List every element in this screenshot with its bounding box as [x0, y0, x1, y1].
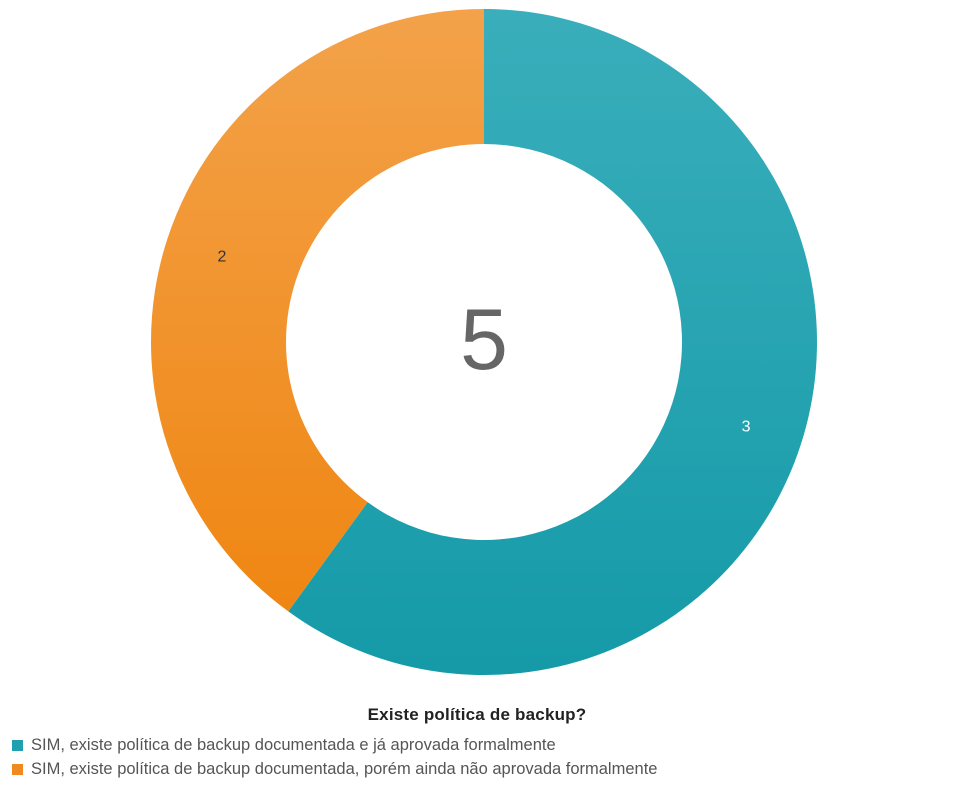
legend-label-0: SIM, existe política de backup documenta… — [31, 735, 556, 754]
slice-value-label-0: 3 — [742, 419, 751, 436]
donut-slice-1 — [150, 9, 484, 612]
legend-list: SIM, existe política de backup documenta… — [0, 733, 954, 781]
slice-value-label-1: 2 — [218, 248, 227, 265]
legend-item-0: SIM, existe política de backup documenta… — [12, 733, 954, 757]
chart-title: Existe política de backup? — [367, 705, 587, 724]
donut-slices — [150, 9, 818, 675]
slice-labels: 32 — [218, 248, 751, 435]
donut-slice-0 — [288, 9, 818, 675]
legend-label-1: SIM, existe política de backup documenta… — [31, 759, 658, 778]
legend-swatch-1 — [12, 763, 23, 775]
center-total-label: 5 — [460, 292, 508, 388]
donut-chart: 32 5 — [150, 9, 818, 675]
legend: Existe política de backup? SIM, existe p… — [0, 705, 954, 781]
legend-item-1: SIM, existe política de backup documenta… — [12, 757, 954, 781]
legend-swatch-0 — [12, 739, 23, 751]
